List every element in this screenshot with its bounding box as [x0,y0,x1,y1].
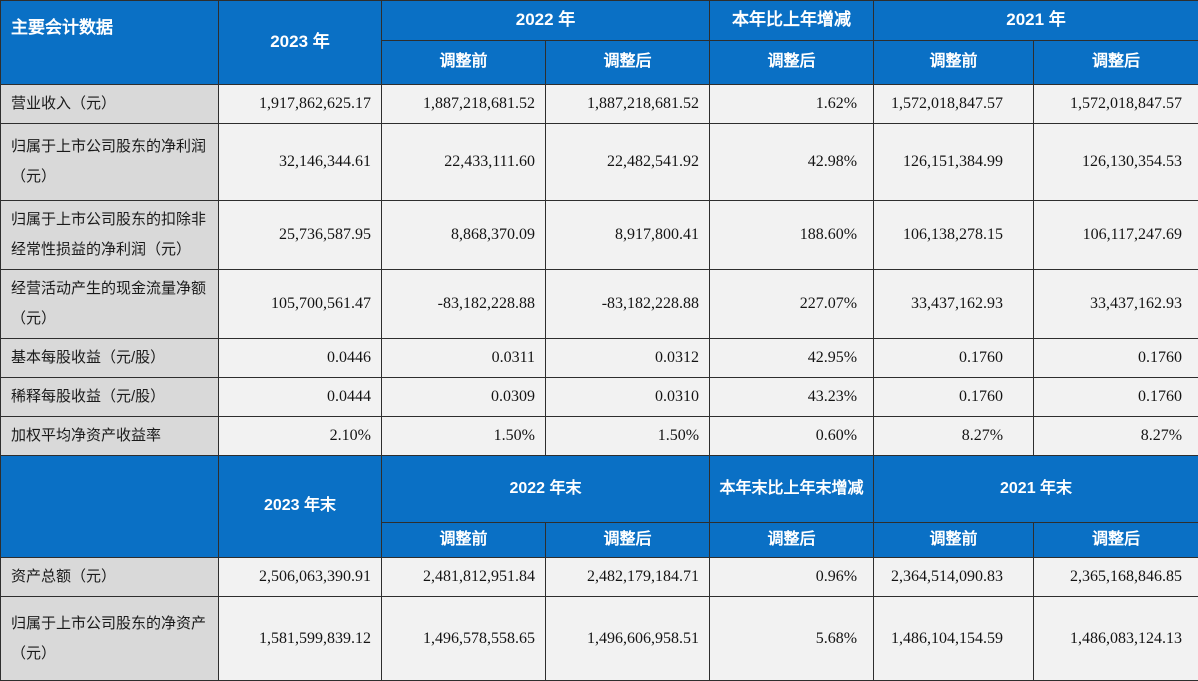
value-cell: 1.50% [546,417,710,456]
value-cell: 22,433,111.60 [382,124,546,201]
row-label-cell: 营业收入（元） [1,85,219,124]
section2-header-row-top: 2023 年末 2022 年末 本年末比上年末增减 2021 年末 [1,456,1198,523]
header2-change-after-adjust: 调整后 [710,523,874,558]
value-cell: 42.95% [710,339,874,378]
value-cell: 0.0444 [219,378,382,417]
value-cell: 106,138,278.15 [874,201,1034,270]
value-cell: 1.62% [710,85,874,124]
value-cell: 1.50% [382,417,546,456]
header-yearend-2023: 2023 年末 [219,456,382,558]
value-cell: 0.96% [710,558,874,597]
value-cell: 0.0312 [546,339,710,378]
header-2021-before-adjust: 调整前 [874,41,1034,85]
section1-header: 主要会计数据 2023 年 2022 年 本年比上年增减 2021 年 调整前 … [1,1,1198,85]
header-yearend-2022: 2022 年末 [382,456,710,523]
value-cell: -83,182,228.88 [546,270,710,339]
value-cell: 8,868,370.09 [382,201,546,270]
value-cell: 1,486,083,124.13 [1034,597,1198,681]
value-cell: 32,146,344.61 [219,124,382,201]
value-cell: 0.60% [710,417,874,456]
value-cell: 1,496,578,558.65 [382,597,546,681]
value-cell: 188.60% [710,201,874,270]
value-cell: 1,572,018,847.57 [1034,85,1198,124]
value-cell: 0.0311 [382,339,546,378]
value-cell: 0.1760 [874,339,1034,378]
header-2022-after-adjust: 调整后 [546,41,710,85]
header-change-yoy: 本年比上年增减 [710,1,874,41]
header-year-2021: 2021 年 [874,1,1198,41]
value-cell: 0.0310 [546,378,710,417]
value-cell: 25,736,587.95 [219,201,382,270]
value-cell: 22,482,541.92 [546,124,710,201]
value-cell: 2.10% [219,417,382,456]
row-label-cell: 归属于上市公司股东的净资产（元） [1,597,219,681]
value-cell: 2,481,812,951.84 [382,558,546,597]
value-cell: 227.07% [710,270,874,339]
header-2022-before-adjust: 调整前 [382,41,546,85]
value-cell: 42.98% [710,124,874,201]
value-cell: 1,887,218,681.52 [382,85,546,124]
section1-header-row-top: 主要会计数据 2023 年 2022 年 本年比上年增减 2021 年 [1,1,1198,41]
value-cell: 1,887,218,681.52 [546,85,710,124]
value-cell: 43.23% [710,378,874,417]
header-change-after-adjust: 调整后 [710,41,874,85]
row-label-cell: 加权平均净资产收益率 [1,417,219,456]
header2-2022-before-adjust: 调整前 [382,523,546,558]
section2-corner-header [1,456,219,558]
value-cell: 8.27% [874,417,1034,456]
row-label-cell: 归属于上市公司股东的扣除非经常性损益的净利润（元） [1,201,219,270]
header-yearend-change: 本年末比上年末增减 [710,456,874,523]
row-label-cell: 资产总额（元） [1,558,219,597]
value-cell: -83,182,228.88 [382,270,546,339]
row-label-cell: 稀释每股收益（元/股） [1,378,219,417]
section1-corner-header: 主要会计数据 [1,1,219,85]
header-yearend-2021: 2021 年末 [874,456,1198,523]
value-cell: 33,437,162.93 [1034,270,1198,339]
header-year-2022: 2022 年 [382,1,710,41]
value-cell: 0.1760 [1034,378,1198,417]
value-cell: 8,917,800.41 [546,201,710,270]
header-year-2023: 2023 年 [219,1,382,85]
row-label-cell: 经营活动产生的现金流量净额（元） [1,270,219,339]
header2-2021-before-adjust: 调整前 [874,523,1034,558]
table-row: 经营活动产生的现金流量净额（元）105,700,561.47-83,182,22… [1,270,1198,339]
value-cell: 0.0446 [219,339,382,378]
value-cell: 0.1760 [1034,339,1198,378]
value-cell: 126,151,384.99 [874,124,1034,201]
value-cell: 105,700,561.47 [219,270,382,339]
value-cell: 106,117,247.69 [1034,201,1198,270]
row-label-cell: 归属于上市公司股东的净利润（元） [1,124,219,201]
value-cell: 1,581,599,839.12 [219,597,382,681]
value-cell: 126,130,354.53 [1034,124,1198,201]
value-cell: 1,496,606,958.51 [546,597,710,681]
value-cell: 1,917,862,625.17 [219,85,382,124]
value-cell: 8.27% [1034,417,1198,456]
value-cell: 5.68% [710,597,874,681]
section2-header: 2023 年末 2022 年末 本年末比上年末增减 2021 年末 调整前 调整… [1,456,1198,558]
value-cell: 2,482,179,184.71 [546,558,710,597]
header2-2022-after-adjust: 调整后 [546,523,710,558]
value-cell: 1,572,018,847.57 [874,85,1034,124]
value-cell: 0.0309 [382,378,546,417]
value-cell: 2,364,514,090.83 [874,558,1034,597]
row-label-cell: 基本每股收益（元/股） [1,339,219,378]
value-cell: 0.1760 [874,378,1034,417]
value-cell: 33,437,162.93 [874,270,1034,339]
value-cell: 2,506,063,390.91 [219,558,382,597]
header-2021-after-adjust: 调整后 [1034,41,1198,85]
value-cell: 2,365,168,846.85 [1034,558,1198,597]
value-cell: 1,486,104,154.59 [874,597,1034,681]
header2-2021-after-adjust: 调整后 [1034,523,1198,558]
